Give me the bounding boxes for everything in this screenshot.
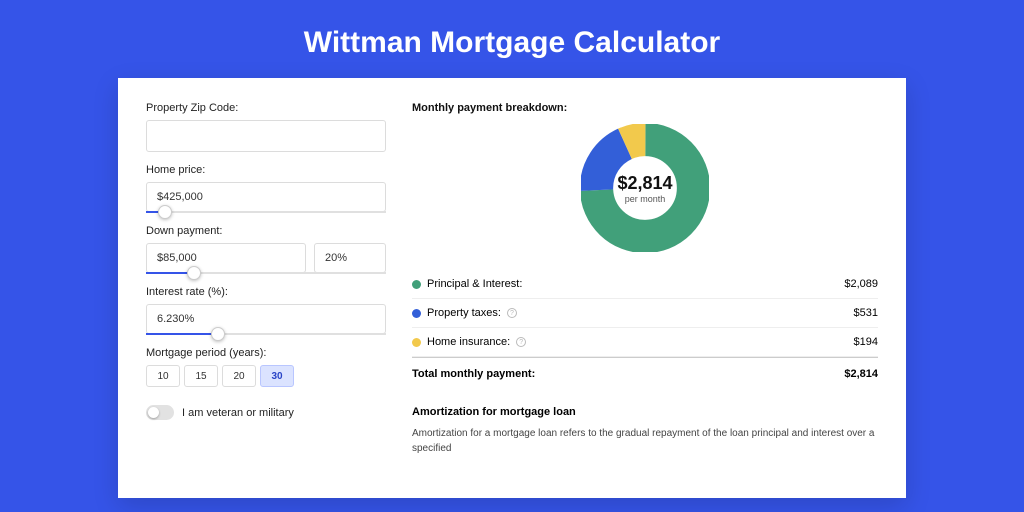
info-icon[interactable]: ?: [516, 337, 526, 347]
period-option[interactable]: 30: [260, 365, 294, 387]
home-price-slider[interactable]: [146, 211, 386, 213]
home-price-label: Home price:: [146, 164, 386, 176]
period-group: 10152030: [146, 365, 386, 387]
interest-input[interactable]: [146, 304, 386, 334]
amortization-title: Amortization for mortgage loan: [412, 406, 878, 418]
down-payment-pct-input[interactable]: [314, 243, 386, 273]
inputs-panel: Property Zip Code: Home price: Down paym…: [146, 102, 386, 498]
donut-chart: $2,814 per month: [581, 124, 709, 252]
legend-total-value: $2,814: [844, 368, 878, 380]
legend-value: $531: [854, 307, 878, 319]
interest-slider-thumb[interactable]: [211, 327, 225, 341]
legend-label: Principal & Interest:: [427, 278, 522, 290]
home-price-input[interactable]: [146, 182, 386, 212]
legend-row: Principal & Interest: $2,089: [412, 270, 878, 299]
breakdown-title: Monthly payment breakdown:: [412, 102, 878, 114]
interest-label: Interest rate (%):: [146, 286, 386, 298]
period-option[interactable]: 10: [146, 365, 180, 387]
donut-center-value: $2,814: [617, 173, 672, 194]
period-option[interactable]: 15: [184, 365, 218, 387]
amortization-text: Amortization for a mortgage loan refers …: [412, 426, 878, 456]
down-payment-input[interactable]: [146, 243, 306, 273]
legend-label: Property taxes:: [427, 307, 501, 319]
breakdown-panel: Monthly payment breakdown: $2,814 per mo…: [412, 102, 878, 498]
legend-dot-icon: [412, 338, 421, 347]
amortization-section: Amortization for mortgage loan Amortizat…: [412, 406, 878, 456]
legend-total-label: Total monthly payment:: [412, 368, 535, 380]
legend: Principal & Interest: $2,089 Property taxe…: [412, 270, 878, 357]
veteran-toggle[interactable]: [146, 405, 174, 420]
interest-slider-fill: [146, 333, 218, 335]
home-price-slider-thumb[interactable]: [158, 205, 172, 219]
zip-label: Property Zip Code:: [146, 102, 386, 114]
legend-label: Home insurance:: [427, 336, 510, 348]
donut-center-sub: per month: [625, 194, 666, 204]
legend-dot-icon: [412, 309, 421, 318]
legend-total-row: Total monthly payment: $2,814: [412, 357, 878, 388]
period-label: Mortgage period (years):: [146, 347, 386, 359]
zip-input[interactable]: [146, 120, 386, 152]
down-payment-slider[interactable]: [146, 272, 386, 274]
page-title: Wittman Mortgage Calculator: [0, 0, 1024, 78]
period-option[interactable]: 20: [222, 365, 256, 387]
calculator-card: Property Zip Code: Home price: Down paym…: [118, 78, 906, 498]
info-icon[interactable]: ?: [507, 308, 517, 318]
legend-value: $2,089: [844, 278, 878, 290]
legend-value: $194: [854, 336, 878, 348]
interest-slider[interactable]: [146, 333, 386, 335]
down-payment-label: Down payment:: [146, 225, 386, 237]
veteran-label: I am veteran or military: [182, 407, 294, 419]
legend-row: Home insurance:? $194: [412, 328, 878, 357]
down-payment-slider-thumb[interactable]: [187, 266, 201, 280]
legend-dot-icon: [412, 280, 421, 289]
legend-row: Property taxes:? $531: [412, 299, 878, 328]
